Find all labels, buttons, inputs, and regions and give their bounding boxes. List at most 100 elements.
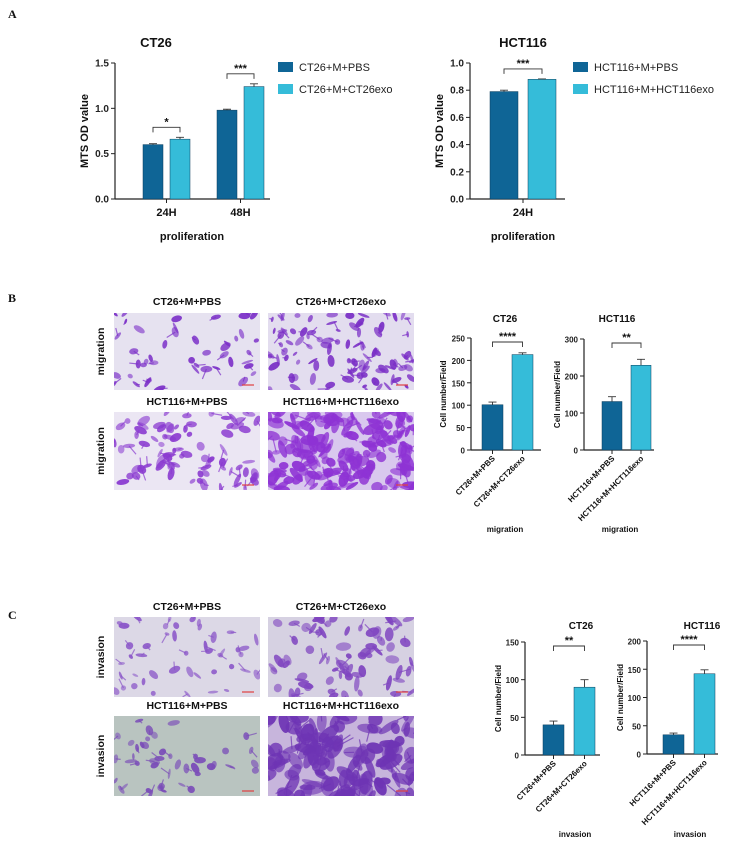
stained-cell: [346, 358, 351, 364]
cell-process: [352, 415, 362, 426]
chart-title: CT26: [140, 35, 172, 50]
cell-process: [183, 425, 187, 430]
y-tick-label: 50: [632, 722, 641, 731]
cell-process: [306, 419, 315, 427]
x-axis-label: migration: [487, 525, 524, 534]
stained-cell: [220, 342, 231, 352]
stained-cell: [337, 716, 358, 725]
stained-cell: [132, 753, 135, 760]
cell-process: [291, 716, 296, 720]
y-tick-label: 200: [628, 638, 642, 647]
micrograph-migration-4: HCT116+M+HCT116exo: [268, 396, 414, 490]
cell-process: [160, 455, 171, 463]
error-bar: [149, 143, 157, 145]
cell-process: [333, 321, 339, 331]
y-tick-label: 100: [452, 402, 466, 411]
stained-cell: [200, 454, 210, 463]
stained-cell: [114, 777, 118, 784]
cell-process: [366, 794, 373, 796]
stained-cell: [235, 464, 243, 471]
cell-process: [313, 471, 316, 487]
chart-title: HCT116: [599, 314, 636, 325]
stained-cell: [405, 787, 414, 796]
stained-cell: [344, 626, 351, 636]
stained-cell: [318, 443, 332, 458]
stained-cell: [367, 449, 381, 458]
stained-cell: [167, 467, 175, 481]
stained-cell: [401, 716, 414, 732]
stained-cell: [167, 720, 180, 726]
cell-process: [377, 331, 383, 336]
x-axis-label: invasion: [559, 830, 592, 839]
stained-cell: [150, 761, 159, 769]
cell-process: [293, 622, 301, 627]
bar: [511, 354, 534, 451]
micrograph-title: HCT116+M+PBS: [146, 700, 227, 712]
bar: [527, 79, 557, 200]
cell-process: [354, 792, 361, 796]
cell-process: [323, 653, 329, 661]
stained-cell: [134, 760, 140, 766]
stained-cell: [285, 340, 294, 346]
cell-process: [305, 684, 310, 688]
cell-process: [198, 466, 207, 469]
significance-bracket: [492, 341, 523, 347]
bar: [662, 734, 685, 755]
micrograph-title: CT26+M+PBS: [153, 296, 221, 308]
cell-process: [250, 749, 258, 758]
cell-process: [165, 412, 168, 413]
stained-cell: [388, 447, 397, 453]
chart-title: HCT116: [499, 35, 547, 50]
cell-process: [329, 413, 335, 425]
stained-cell: [325, 381, 336, 389]
micrograph-title: HCT116+M+PBS: [146, 396, 227, 408]
stained-cell: [268, 412, 273, 422]
stained-cell: [278, 461, 289, 470]
stained-cell: [238, 425, 251, 434]
y-tick-label: 1.0: [450, 59, 464, 70]
cell-process: [199, 480, 206, 485]
cell-process: [350, 367, 353, 374]
bar: [481, 404, 504, 451]
stained-cell: [324, 735, 339, 749]
cell-process: [166, 618, 171, 626]
stained-cell: [124, 759, 137, 764]
cell-process: [256, 420, 260, 427]
y-tick-label: 50: [456, 424, 465, 433]
x-axis-label: proliferation: [160, 231, 224, 243]
cell-process: [146, 456, 148, 466]
cell-process: [269, 317, 273, 320]
cell-process: [296, 736, 301, 754]
cell-process: [340, 374, 349, 380]
cell-process: [393, 693, 397, 697]
significance-label: ***: [517, 58, 531, 70]
cell-process: [128, 445, 137, 455]
error-bar: [669, 732, 678, 735]
cell-process: [273, 334, 282, 344]
legend-swatch: [573, 62, 588, 72]
cell-process: [114, 735, 119, 741]
stained-cell: [118, 671, 123, 680]
cell-process: [192, 617, 196, 620]
error-bar: [518, 352, 527, 355]
row-label: migration: [95, 427, 107, 475]
stained-cell: [299, 784, 313, 796]
stained-cell: [392, 677, 405, 683]
stained-cell: [358, 359, 366, 371]
cell-process: [186, 785, 192, 790]
cell-process: [342, 657, 351, 666]
cell-process: [314, 739, 319, 743]
y-tick-label: 250: [452, 335, 466, 344]
stained-cell: [206, 763, 216, 771]
y-axis-label: MTS OD value: [434, 94, 446, 168]
bar-chart-2: HCT116 0.0 0.2 0.4 0.6 0.8 1.0 MTS OD value prol…: [434, 35, 714, 243]
stained-cell: [250, 371, 257, 376]
stained-cell: [372, 626, 382, 639]
stained-cell: [196, 441, 205, 451]
y-tick-label: 0.0: [95, 195, 109, 206]
stained-cell: [148, 354, 153, 362]
stained-cell: [274, 412, 287, 419]
cell-process: [347, 422, 360, 429]
